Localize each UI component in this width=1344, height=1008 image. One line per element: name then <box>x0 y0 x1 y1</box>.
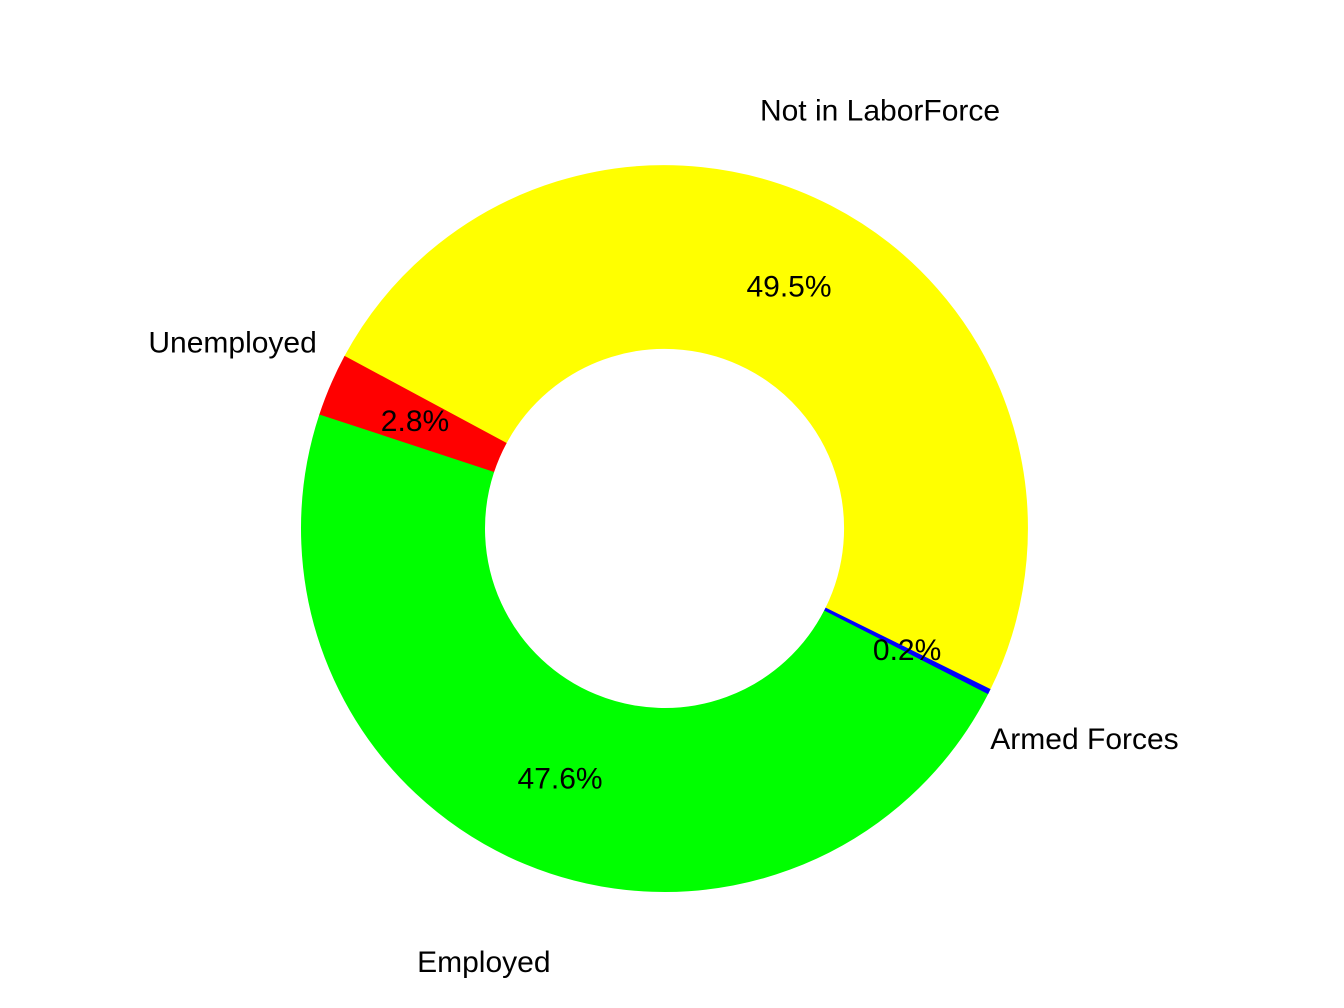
slice-percent-label-unemployed: 2.8% <box>381 405 449 438</box>
pie-slice-employed <box>301 414 989 892</box>
slice-category-label-unemployed: Unemployed <box>148 327 316 360</box>
pie-slice-not-in-laborforce <box>344 165 1028 691</box>
slice-category-label-armed-forces: Armed Forces <box>990 723 1178 756</box>
slice-percent-label-armed-forces: 0.2% <box>873 634 941 667</box>
slice-category-label-not-in-laborforce: Not in LaborForce <box>760 94 1000 127</box>
slice-percent-label-employed: 47.6% <box>518 763 603 796</box>
pie-slice-armed-forces <box>824 607 991 695</box>
slice-percent-label-not-in-laborforce: 49.5% <box>746 271 831 304</box>
slice-category-label-employed: Employed <box>417 946 550 979</box>
